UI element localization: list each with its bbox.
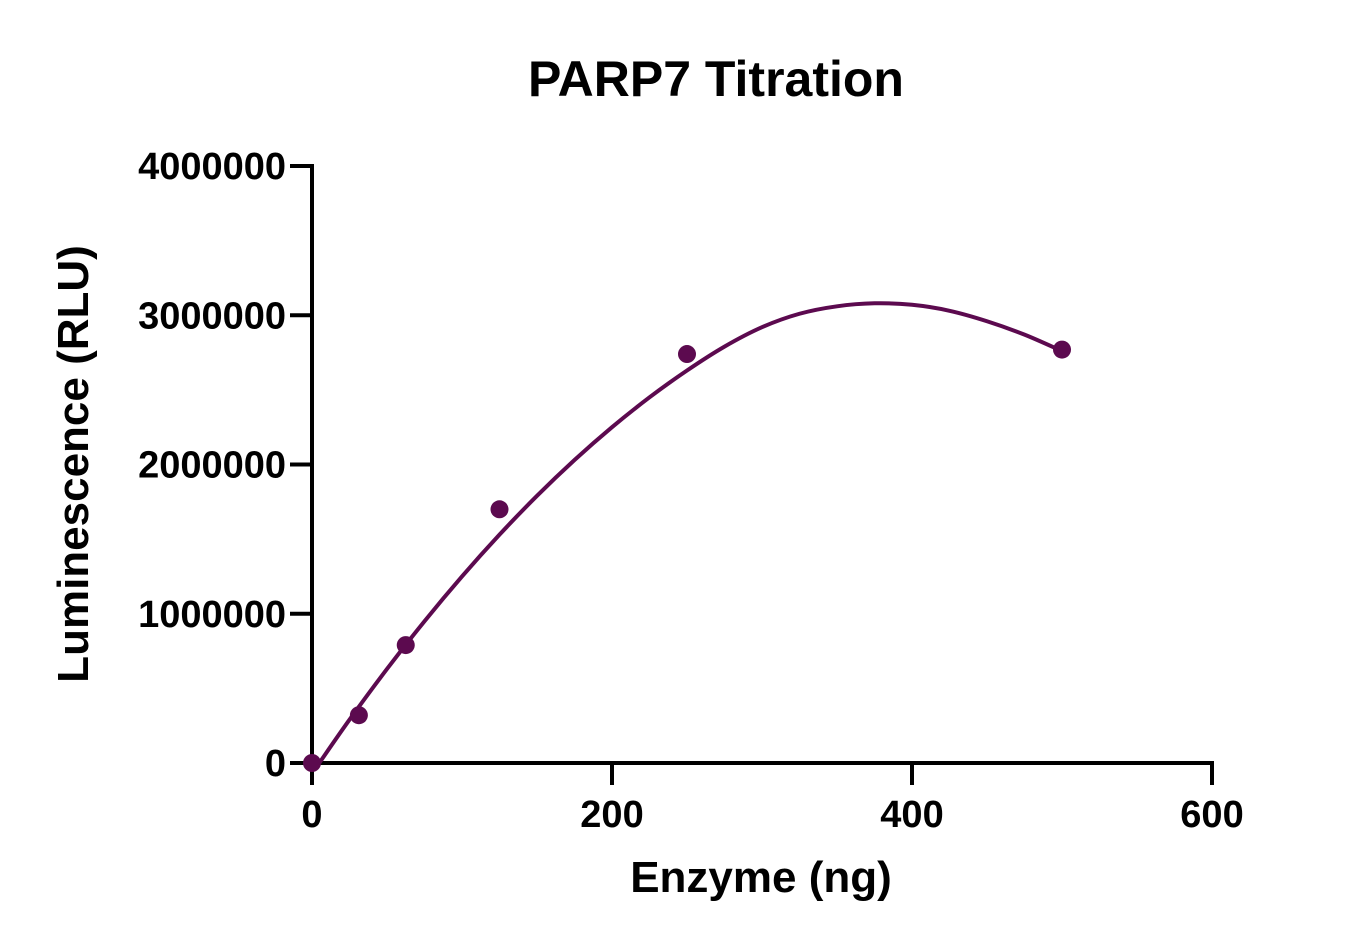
fit-curve	[317, 301, 1063, 765]
data-point	[490, 500, 509, 519]
y-tick-label: 4000000	[138, 146, 286, 188]
x-tick-label: 400	[880, 794, 943, 836]
data-point	[1053, 340, 1071, 359]
chart-title: PARP7 Titration	[528, 51, 904, 107]
x-axis-label: Enzyme (ng)	[630, 853, 892, 902]
data-points-layer	[303, 340, 1071, 772]
x-tick-label: 0	[301, 794, 322, 836]
y-tick-label: 2000000	[138, 445, 286, 487]
y-tick-label: 0	[265, 743, 286, 785]
data-point	[303, 754, 321, 772]
y-axis-label: Luminescence (RLU)	[49, 245, 98, 683]
data-point	[678, 345, 696, 364]
axes: 0 1000000 2000000 3000000 4000000 0 200 400 600	[138, 146, 1244, 836]
data-point	[396, 636, 415, 655]
data-point	[349, 706, 368, 725]
x-tick-label: 600	[1180, 794, 1243, 836]
y-tick-label: 3000000	[138, 295, 286, 337]
fit-curve-layer	[317, 301, 1063, 765]
x-tick-label: 200	[580, 794, 643, 836]
y-tick-label: 1000000	[138, 594, 286, 636]
